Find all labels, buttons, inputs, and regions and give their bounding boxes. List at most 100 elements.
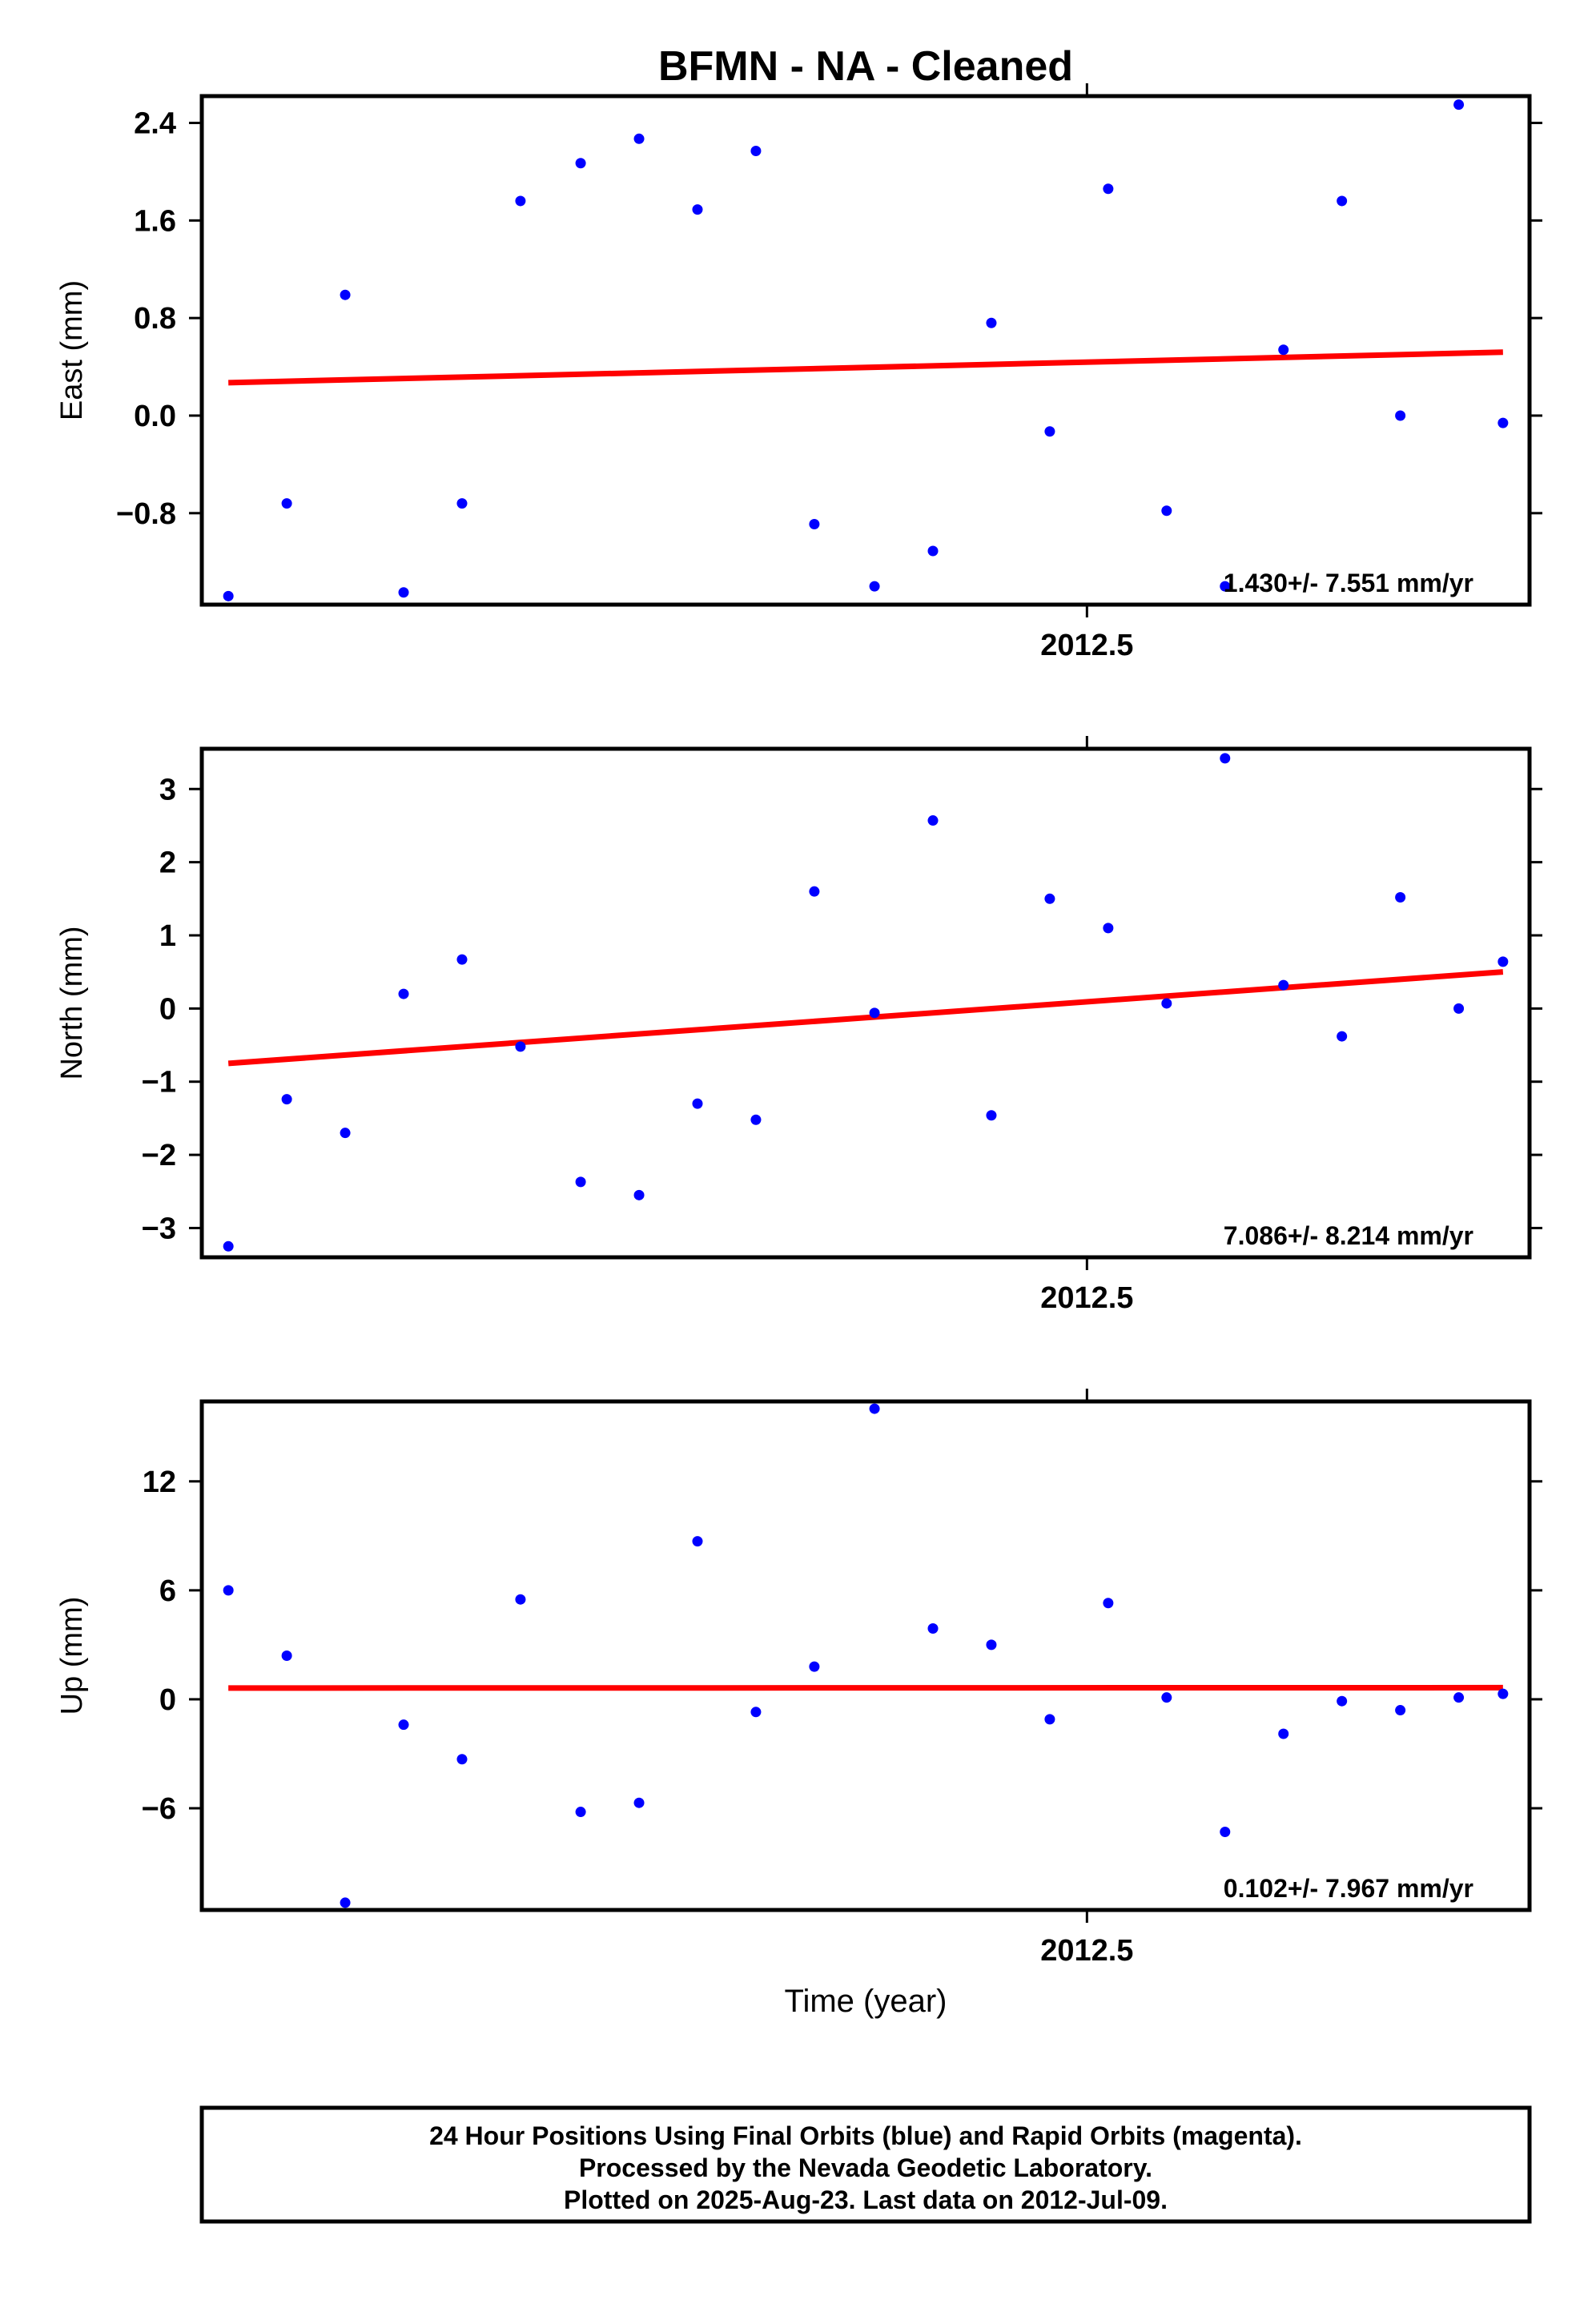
east-data-point [281, 498, 292, 509]
north-data-point [223, 1240, 234, 1252]
east-rate-label: 1.430+/- 7.551 mm/yr [1224, 569, 1473, 597]
north-ytick-label: −3 [142, 1212, 176, 1245]
east-trend-line [228, 349, 1503, 386]
east-data-point [1337, 195, 1348, 207]
up-ytick-label: 12 [143, 1466, 176, 1499]
up-data-point [927, 1622, 939, 1634]
up-data-point [1278, 1728, 1289, 1739]
east-panel: 2.4 1.6 0.8 0.0 −0.8 2012.5 East (mm) 1.430+/- … [55, 83, 1542, 662]
footer-line-1: 24 Hour Positions Using Final Orbits (bl… [429, 2121, 1302, 2150]
up-data-point [281, 1651, 292, 1661]
up-data-point [692, 1536, 703, 1547]
north-ytick-label: 0 [159, 992, 176, 1026]
up-data-point [1161, 1692, 1172, 1703]
east-data-point [1278, 344, 1289, 356]
north-data-point [692, 1098, 703, 1109]
north-data-point [515, 1041, 526, 1052]
east-data-point [869, 581, 880, 592]
east-data-point [1498, 417, 1509, 428]
chart-title: BFMN - NA - Cleaned [658, 43, 1073, 90]
up-xtick-label: 2012.5 [1040, 1934, 1133, 1968]
footer-line-3: Plotted on 2025-Aug-23. Last data on 201… [564, 2185, 1168, 2214]
east-data-point [1103, 183, 1114, 195]
up-ytick-label: 0 [159, 1683, 176, 1717]
east-data-point [986, 317, 997, 328]
up-ytick-label: −6 [142, 1792, 176, 1826]
north-data-point [869, 1007, 880, 1019]
footer-line-2: Processed by the Nevada Geodetic Laborat… [579, 2153, 1152, 2182]
east-ytick-label: −0.8 [116, 497, 176, 531]
east-xtick-label: 2012.5 [1040, 629, 1133, 662]
up-data-point [456, 1754, 468, 1765]
up-data-point [750, 1707, 762, 1718]
up-rate-label: 0.102+/- 7.967 mm/yr [1224, 1874, 1473, 1903]
up-data-point [1453, 1692, 1465, 1703]
north-data-point [398, 988, 409, 999]
north-rate-label: 7.086+/- 8.214 mm/yr [1224, 1221, 1473, 1250]
up-data-point [1220, 1826, 1231, 1837]
north-data-point [986, 1110, 997, 1121]
north-data-point [633, 1189, 645, 1200]
up-data-point [575, 1807, 586, 1818]
north-data-point [1453, 1003, 1465, 1014]
north-data-point [340, 1128, 351, 1139]
north-data-point [281, 1094, 292, 1105]
east-data-point [223, 590, 234, 601]
north-data-point [1044, 893, 1055, 904]
east-data-point [1044, 426, 1055, 437]
north-data-point [809, 886, 820, 897]
up-data-point [1337, 1695, 1348, 1707]
east-data-point [1453, 99, 1465, 111]
east-data-point [340, 289, 351, 300]
east-data-point [1395, 410, 1406, 421]
up-frame [199, 1399, 1532, 1912]
up-panel: 12 6 0 −6 2012.5 Up (mm) 0.102+/- 7.967 mm/yr [55, 1389, 1542, 1968]
up-data-point [1498, 1688, 1509, 1699]
up-data-point [340, 1897, 351, 1908]
north-ytick-label: 3 [159, 773, 176, 806]
north-ytick-label: 2 [159, 846, 176, 880]
east-data-point [927, 545, 939, 557]
east-data-point [750, 146, 762, 157]
up-data-point [1103, 1598, 1114, 1609]
north-y-axis-label: North (mm) [55, 926, 89, 1080]
north-frame [199, 746, 1532, 1260]
north-data-point [456, 954, 468, 965]
east-data-point [575, 158, 586, 169]
east-data-point [692, 204, 703, 215]
north-ytick-label: 1 [159, 919, 176, 953]
north-data-point [1337, 1031, 1348, 1042]
x-axis-label: Time (year) [785, 1984, 947, 2019]
east-data-point [515, 195, 526, 207]
east-data-point [633, 133, 645, 144]
east-data-point [809, 518, 820, 529]
east-data-point [456, 498, 468, 509]
up-data-point [223, 1585, 234, 1596]
up-data-point [809, 1661, 820, 1672]
up-data-point [986, 1639, 997, 1651]
east-ytick-label: 2.4 [134, 107, 176, 141]
north-trend-line [227, 969, 1504, 1067]
up-data-point [515, 1594, 526, 1605]
east-data-point [398, 587, 409, 598]
north-data-point [1103, 923, 1114, 934]
north-xtick-label: 2012.5 [1040, 1281, 1133, 1315]
east-data-point [1220, 581, 1231, 592]
north-data-point [927, 815, 939, 826]
up-data-point [869, 1403, 880, 1414]
up-ytick-label: 6 [159, 1574, 176, 1608]
up-data-point [1395, 1705, 1406, 1716]
north-data-point [575, 1176, 586, 1188]
up-y-axis-label: Up (mm) [55, 1597, 89, 1715]
north-data-point [750, 1114, 762, 1125]
east-frame [199, 94, 1532, 607]
north-ytick-label: −2 [142, 1139, 176, 1172]
east-ytick-label: 0.0 [134, 400, 176, 433]
up-data-point [633, 1797, 645, 1808]
east-ytick-label: 0.8 [134, 302, 176, 336]
north-data-point [1278, 979, 1289, 991]
up-data-point [1044, 1714, 1055, 1725]
north-data-point [1161, 998, 1172, 1009]
north-data-point [1220, 753, 1231, 764]
